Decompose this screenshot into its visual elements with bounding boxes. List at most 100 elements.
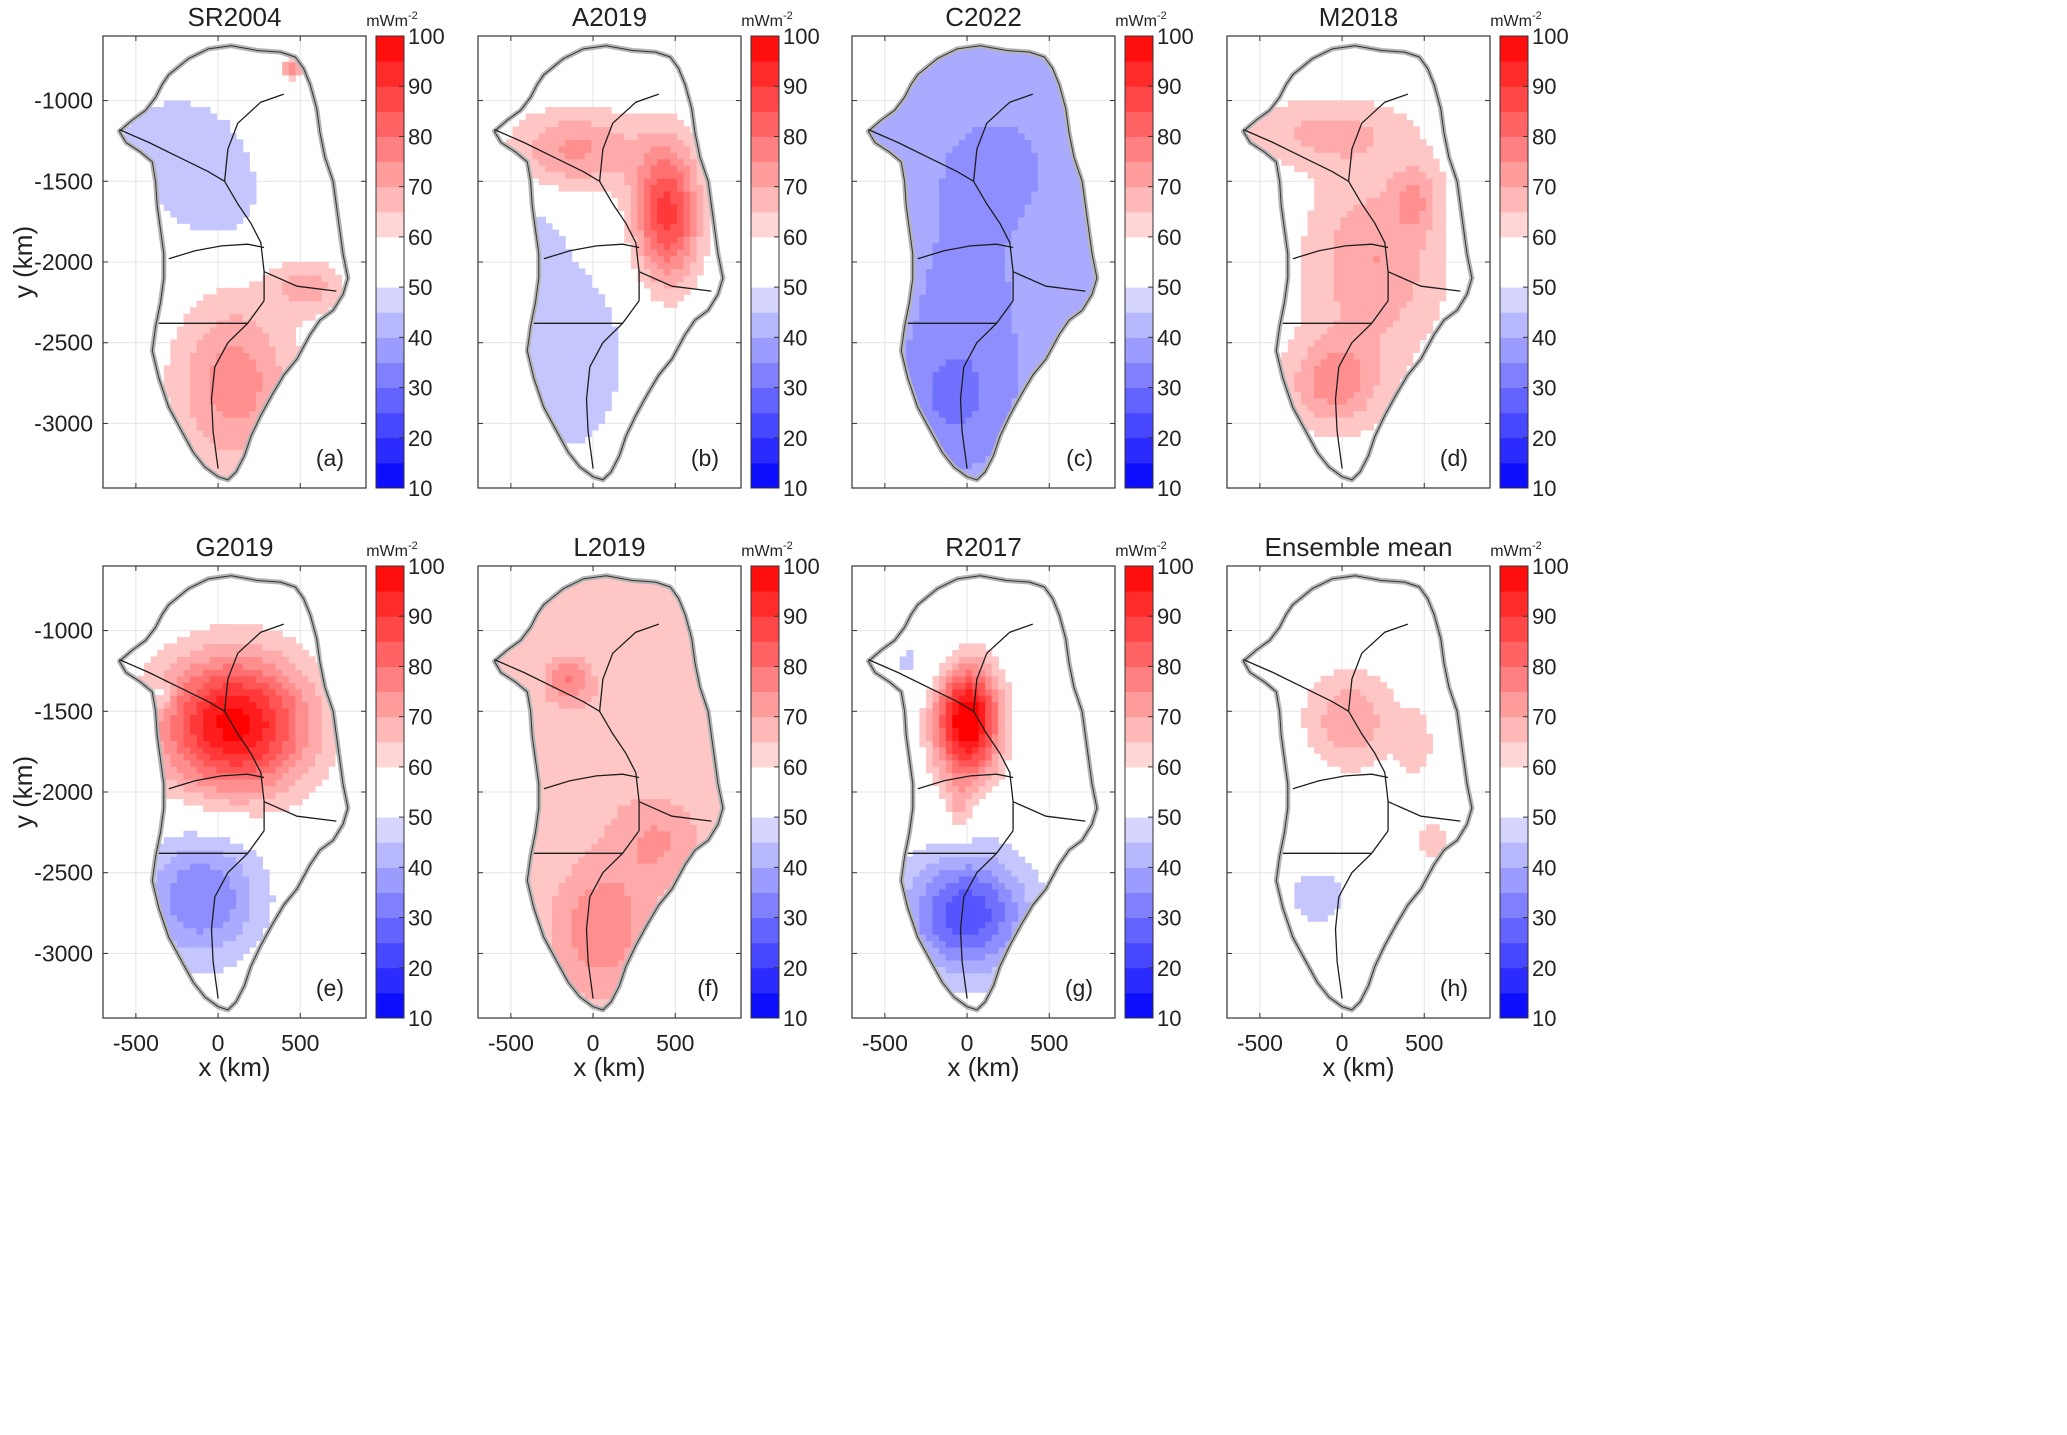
heatmap-cell xyxy=(1018,249,1026,257)
heatmap-cell xyxy=(157,178,165,186)
heatmap-cell xyxy=(893,132,901,140)
heatmap-cell xyxy=(196,429,204,437)
heatmap-cell xyxy=(958,223,967,231)
heatmap-cell xyxy=(551,371,560,379)
heatmap-cell xyxy=(604,371,612,379)
heatmap-cell xyxy=(650,139,658,147)
heatmap-cell xyxy=(1004,294,1013,302)
heatmap-cell xyxy=(512,132,520,140)
heatmap-cell xyxy=(1044,223,1052,231)
heatmap-cell xyxy=(1024,339,1032,347)
heatmap-cell xyxy=(1044,74,1052,82)
heatmap-cell xyxy=(1004,55,1013,63)
heatmap-cell xyxy=(657,113,665,121)
heatmap-cell xyxy=(703,197,711,205)
heatmap-cell xyxy=(991,391,999,399)
heatmap-cell xyxy=(190,190,198,199)
heatmap-cell xyxy=(209,139,218,147)
heatmap-cell xyxy=(958,255,967,263)
heatmap-cell xyxy=(624,216,632,224)
heatmap-cell xyxy=(551,326,560,334)
heatmap-cell xyxy=(1031,333,1039,341)
heatmap-cell xyxy=(1044,68,1052,76)
heatmap-cell xyxy=(958,190,967,199)
heatmap-cell xyxy=(644,268,652,276)
heatmap-cell xyxy=(565,313,573,321)
heatmap-cell xyxy=(965,468,973,476)
heatmap-cell xyxy=(978,210,986,218)
heatmap-cell xyxy=(1004,345,1013,353)
heatmap-cell xyxy=(1057,158,1065,166)
heatmap-cell xyxy=(163,119,171,127)
heatmap-cell xyxy=(1406,352,1414,360)
heatmap-cell xyxy=(190,184,198,192)
heatmap-cell xyxy=(229,294,237,302)
heatmap-cell xyxy=(203,107,211,115)
heatmap-cell xyxy=(611,339,619,347)
heatmap-cell xyxy=(597,145,606,153)
heatmap-cell xyxy=(906,326,914,334)
heatmap-cell xyxy=(1083,268,1091,276)
heatmap-cell xyxy=(1050,94,1059,102)
heatmap-cell xyxy=(282,326,290,334)
heatmap-cell xyxy=(170,132,178,140)
heatmap-cell xyxy=(644,262,652,270)
heatmap-cell xyxy=(657,236,665,244)
colorbar-tick-label: 40 xyxy=(408,325,432,350)
heatmap-cell xyxy=(958,229,967,237)
colorbar-band xyxy=(1125,412,1153,439)
heatmap-cell xyxy=(170,197,178,205)
heatmap-cell xyxy=(222,145,231,153)
heatmap-cell xyxy=(216,300,224,308)
heatmap-cell xyxy=(676,184,685,192)
heatmap-cell xyxy=(932,113,940,121)
heatmap-cell xyxy=(1050,216,1059,224)
heatmap-cell xyxy=(925,339,934,347)
heatmap-cell xyxy=(958,48,967,56)
heatmap-cell xyxy=(308,300,316,308)
heatmap-cell xyxy=(978,397,986,405)
heatmap-cell xyxy=(1333,397,1342,405)
heatmap-cell xyxy=(591,139,599,147)
heatmap-cell xyxy=(1327,404,1335,412)
heatmap-cell xyxy=(551,139,560,147)
heatmap-cell xyxy=(630,190,639,199)
heatmap-cell xyxy=(1044,300,1052,308)
heatmap-cell xyxy=(945,55,953,63)
heatmap-cell xyxy=(1004,262,1013,270)
heatmap-cell xyxy=(650,119,658,127)
heatmap-cell xyxy=(1077,203,1085,211)
heatmap-cell xyxy=(945,345,953,353)
heatmap-cell xyxy=(1037,87,1045,95)
heatmap-cell xyxy=(571,300,579,308)
heatmap-cell xyxy=(1340,371,1348,379)
heatmap-cell xyxy=(991,61,999,69)
heatmap-cell xyxy=(919,255,927,263)
heatmap-cell xyxy=(262,281,270,289)
heatmap-cell xyxy=(663,262,671,270)
heatmap-cell xyxy=(945,184,953,192)
heatmap-cell xyxy=(597,378,606,386)
heatmap-cell xyxy=(945,190,953,199)
heatmap-cell xyxy=(1031,249,1039,257)
heatmap-cell xyxy=(991,145,999,153)
heatmap-cell xyxy=(978,378,986,386)
heatmap-cell xyxy=(952,152,960,160)
heatmap-cell xyxy=(925,410,934,418)
heatmap-cell xyxy=(1386,391,1394,399)
heatmap-cell xyxy=(991,119,999,127)
heatmap-cell xyxy=(1287,365,1295,373)
heatmap-cell xyxy=(1044,126,1052,134)
heatmap-cell xyxy=(676,274,685,282)
heatmap-cell xyxy=(1024,184,1032,192)
heatmap-cell xyxy=(1070,255,1078,263)
heatmap-cell xyxy=(670,126,678,134)
heatmap-cell xyxy=(965,326,973,334)
colorbar-tick-label: 90 xyxy=(1157,74,1181,99)
heatmap-cell xyxy=(965,210,973,218)
heatmap-cell xyxy=(991,345,999,353)
heatmap-cell xyxy=(1031,352,1039,360)
heatmap-cell xyxy=(958,113,967,121)
heatmap-cell xyxy=(604,171,612,179)
